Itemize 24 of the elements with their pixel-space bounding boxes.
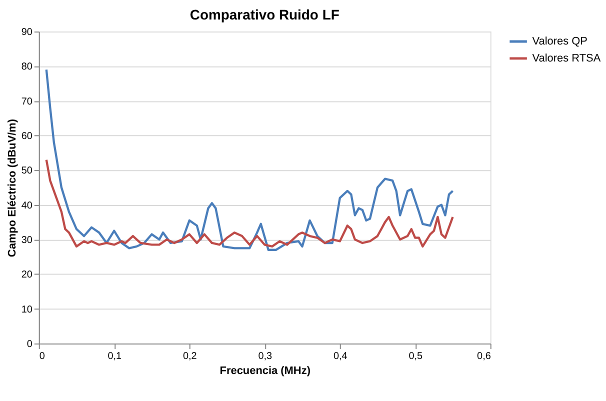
- y-tick-label: 10: [21, 304, 33, 316]
- x-tick-label: 0,3: [258, 350, 273, 362]
- legend-label: Valores QP: [532, 35, 588, 48]
- x-tick-label: 0,4: [333, 350, 348, 362]
- chart-title: Comparativo Ruido LF: [190, 6, 340, 23]
- y-tick-label: 70: [21, 96, 33, 108]
- y-tick-label: 40: [21, 200, 33, 212]
- y-tick-label: 80: [21, 62, 33, 73]
- y-tick-label: 90: [21, 27, 33, 38]
- x-tick-label: 0,5: [408, 350, 424, 362]
- y-tick-label: 20: [21, 270, 33, 281]
- line-series: [45, 158, 454, 248]
- x-tick-label: 0,6: [477, 350, 492, 362]
- y-tick-label: 50: [21, 166, 33, 177]
- y-tick-label: 30: [21, 234, 33, 246]
- x-tick-label: 0,1: [108, 350, 122, 362]
- y-axis-title: Campo Eléctrico (dBuV/m): [6, 118, 18, 258]
- x-tick-label: 0,2: [182, 350, 198, 362]
- legend-label: Valores RTSA: [532, 52, 602, 64]
- line-series: [45, 68, 454, 252]
- x-axis-title: Frecuencia (MHz): [220, 364, 311, 377]
- x-tick-label: 0: [39, 350, 46, 362]
- y-tick-label: 0: [26, 338, 33, 350]
- y-tick-label: 60: [21, 131, 33, 142]
